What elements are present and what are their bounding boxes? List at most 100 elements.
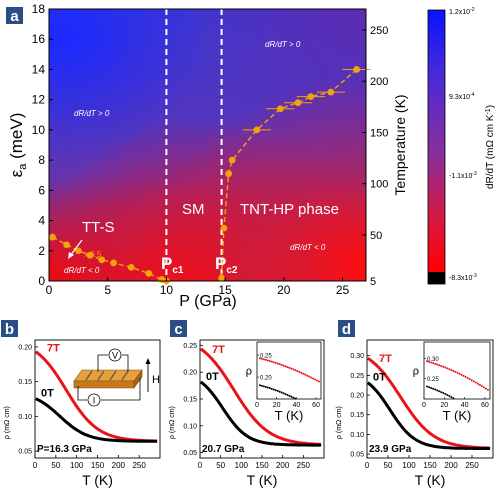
y-tick-label-d: 0.05 [350,452,364,459]
inset-frame-d [423,341,491,400]
y-tick-label-right-a: 100 [370,179,388,191]
inset-point-0t-d [428,386,431,389]
pc1-label: Pc1 [161,254,184,276]
y-tick-label-left-a: 8 [38,153,45,167]
x-tick-label-b: 150 [91,461,105,470]
panel-label-b-bg [1,320,18,337]
heatmap-right-red [49,9,366,281]
panel-b: b [1,320,18,338]
inset-point-7t-c [318,380,321,383]
inset-x-tick-label-d: 40 [461,402,469,409]
gap-point-right [294,99,302,107]
voltage-wire [97,354,129,372]
x-tick-label-a: 10 [160,283,174,297]
field-label: H [152,374,160,386]
svg-text:εa (meV): εa (meV) [7,113,29,178]
series-0t-b [35,397,158,443]
y-tick-label-left-a: 0 [38,274,45,288]
inset-point-0t-c [274,389,277,392]
y-axis-label-text-c: ρ (mΩ cm) [169,406,176,439]
inset-y-tick-label-d: 0.30 [427,357,439,363]
inset-point-0t-d [444,393,447,396]
inset-point-0t-d [450,396,453,399]
x-tick-label-b: 0 [33,461,38,470]
x-tick-label-a: 0 [46,283,53,297]
y-axis-label-text-d: ρ (mΩ cm) [336,406,343,439]
plot-d: 0 50 100 150 200 2500.050.100.150.200.250.30T… [336,339,494,488]
inset-point-7t-c [300,371,303,374]
tts-arrow-line [69,239,83,257]
voltmeter-icon [108,348,122,362]
colorbar-frame [427,9,446,285]
inset-point-7t-d [436,363,439,366]
inset-point-0t-c [290,395,293,398]
label-drdt-pos-right: dR/dT > 0 [265,40,301,49]
panel-label-a-bg [6,7,23,24]
y-tick-label-d: 0.10 [350,432,364,439]
gap-point-right [225,170,233,178]
x-tick-label-d: 50 [384,461,393,470]
gap-point-right [253,126,261,134]
pressure-annotation-d: 23.9 GPa [369,444,412,455]
y-tick-label-c: 0.25 [183,343,197,350]
y-axis-label-right-a: Temperature (K) [392,94,408,195]
series-label-0t-d: 0T [373,372,386,384]
inset-point-7t-c [284,365,287,368]
inset-point-0t-c [288,394,291,397]
label-drdt-neg-left: dR/dT < 0 [64,266,100,275]
inset-point-7t-c [298,370,301,373]
inset-y-tick-label-d: 0.25 [427,377,439,383]
label-tnt-hp: TNT-HP phase [240,201,339,218]
gap-point-left [110,259,117,267]
gap-point-right [220,224,228,232]
panel-a-marks [49,9,371,285]
inset-point-7t-d [476,382,479,385]
x-axis-label-d: T (K) [415,472,446,488]
inset-point-7t-d [460,373,463,376]
inset-point-0t-d [436,389,439,392]
inset-point-0t-c [272,388,275,391]
inset-point-7t-c [272,361,275,364]
contact-3 [109,370,117,381]
inset-point-7t-c [294,369,297,372]
x-tick-label-b: 200 [112,461,126,470]
x-tick-label-a: 5 [104,283,111,297]
x-tick-label-c: 250 [297,461,311,470]
series-label-0t-c: 0T [206,371,219,383]
inset-point-0t-d [426,385,429,388]
x-tick-label-c: 0 [198,461,203,470]
y-tick-label-left-a: 18 [32,2,46,16]
inset-point-7t-d [430,361,433,364]
inset-point-0t-d [434,388,437,391]
inset-point-7t-d [446,367,449,370]
inset-point-7t-d [450,369,453,372]
y-tick-label-b: 0.05 [18,449,32,456]
y-tick-label-right-a: 50 [370,230,382,242]
inset-x-label-d: T (K) [443,408,472,423]
inset-x-tick-label-c: 60 [312,402,320,409]
inset-x-tick-label-c: 0 [255,402,259,409]
gap-point-left [86,251,94,259]
x-tick-label-c: 50 [216,461,225,470]
y-tick-label-left-a: 16 [32,32,46,46]
colorbar: 1.2x10-2 9.3x10-4 -1.1x10-3 -8.3x10-3 dR… [427,7,496,285]
gap-point-left [49,233,56,241]
inset-point-7t-d [442,365,445,368]
series-0t-c [199,380,322,447]
sample-top [73,369,143,382]
y-tick-label-right-a: 200 [370,76,388,88]
inset-y-label-c: ρ [246,366,252,378]
inset-point-7t-c [310,376,313,379]
inset-point-0t-c [278,390,281,393]
colorbar-gradient [428,10,445,272]
current-wire [77,378,141,401]
plot-b: 0 50 100 150 200 250 0.05 0.10 0.15 0.20 T (K) ρ (m… [4,339,161,488]
y-tick-label-left-a: 6 [38,183,45,197]
inset-point-7t-d [454,370,457,373]
inset-frame-c [256,341,322,400]
y-tick-label-c: 0.05 [183,450,197,457]
inset-point-7t-d [452,369,455,372]
label-sm: SM [182,201,205,218]
inset-point-7t-c [258,357,261,360]
field-arrow-head [145,358,151,364]
